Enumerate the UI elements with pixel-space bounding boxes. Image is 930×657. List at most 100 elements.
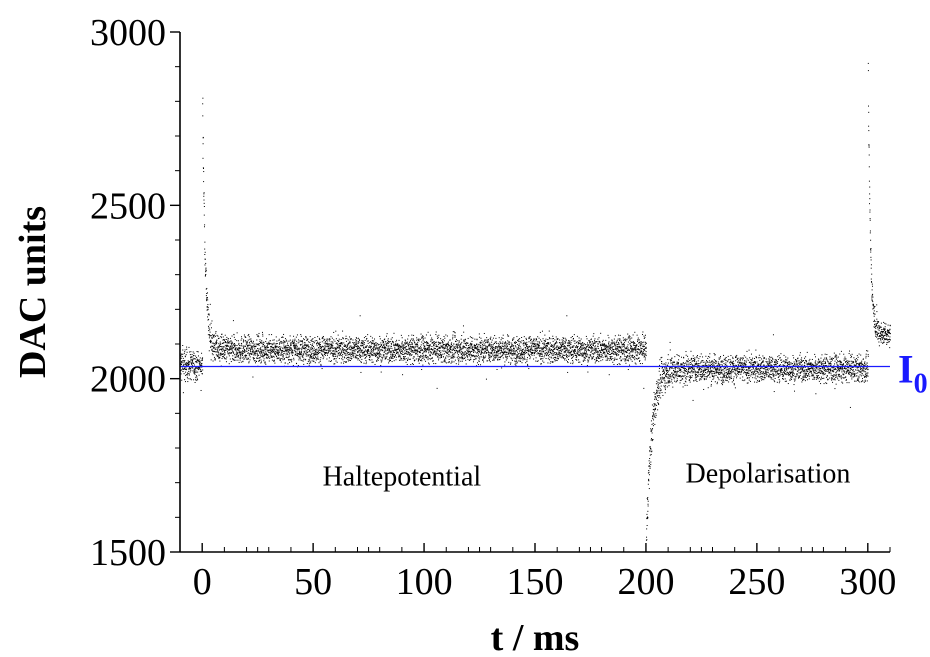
data-point [498, 337, 500, 339]
data-point [262, 344, 264, 346]
data-point [606, 350, 608, 352]
data-point [317, 350, 319, 352]
data-point [583, 352, 585, 354]
data-point [315, 357, 317, 359]
data-point [613, 359, 615, 361]
data-point [262, 333, 264, 335]
data-point [636, 344, 638, 346]
data-point [504, 345, 506, 347]
data-point [428, 362, 430, 364]
data-point [356, 354, 358, 356]
data-point [583, 356, 585, 358]
data-point [606, 345, 608, 347]
data-point [517, 353, 519, 355]
data-point [298, 348, 300, 350]
data-point [635, 358, 637, 360]
data-point [440, 361, 442, 363]
data-point [589, 347, 591, 349]
data-point [312, 350, 314, 352]
data-point [495, 341, 497, 343]
data-point [427, 349, 429, 351]
data-point [455, 340, 457, 342]
data-point [180, 357, 182, 359]
data-point [293, 359, 295, 361]
data-point [214, 334, 216, 336]
data-point [427, 343, 429, 345]
data-point [560, 344, 562, 346]
data-point [390, 354, 392, 356]
data-point [269, 354, 271, 356]
data-point [304, 342, 306, 344]
data-point [580, 346, 582, 348]
data-point [475, 347, 477, 349]
data-point [329, 353, 331, 355]
data-point [586, 364, 588, 366]
data-point [391, 356, 393, 358]
data-point [261, 349, 263, 351]
data-point [193, 362, 195, 364]
data-point [213, 347, 215, 349]
data-point [286, 340, 288, 342]
data-point [349, 352, 351, 354]
data-point [285, 345, 287, 347]
data-point [194, 372, 196, 374]
data-point [645, 347, 647, 349]
data-point [432, 339, 434, 341]
data-point [341, 347, 343, 349]
data-point [292, 355, 294, 357]
data-point [275, 356, 277, 358]
data-point [390, 338, 392, 340]
data-point [553, 356, 555, 358]
data-point [487, 348, 489, 350]
data-point [644, 341, 646, 343]
data-point [430, 358, 432, 360]
data-point [263, 355, 265, 357]
data-point [620, 340, 622, 342]
data-point [605, 356, 607, 358]
data-point [398, 344, 400, 346]
data-point [190, 379, 192, 381]
data-point [337, 340, 339, 342]
data-point [227, 352, 229, 354]
data-point [395, 356, 397, 358]
data-point [460, 360, 462, 362]
data-point [320, 349, 322, 351]
data-point [310, 362, 312, 364]
data-point [343, 361, 345, 363]
data-point [560, 347, 562, 349]
data-point [302, 360, 304, 362]
data-point [247, 334, 249, 336]
data-point [229, 348, 231, 350]
data-point [303, 339, 305, 341]
data-point [224, 338, 226, 340]
data-point [502, 357, 504, 359]
data-point [363, 362, 365, 364]
data-point [519, 356, 521, 358]
data-point [271, 356, 273, 358]
data-point [355, 346, 357, 348]
data-point [424, 349, 426, 351]
data-point [223, 340, 225, 342]
data-point [673, 376, 675, 378]
data-point [489, 357, 491, 359]
data-point [555, 342, 557, 344]
data-point [383, 339, 385, 341]
data-point [494, 348, 496, 350]
data-point [525, 344, 527, 346]
data-point [562, 340, 564, 342]
data-point [223, 356, 225, 358]
data-point [296, 334, 298, 336]
data-point [493, 352, 495, 354]
data-point [581, 347, 583, 349]
data-point [478, 360, 480, 362]
data-point [481, 349, 483, 351]
data-point [348, 354, 350, 356]
data-point [493, 342, 495, 344]
data-point [225, 341, 227, 343]
data-point [250, 353, 252, 355]
data-point [475, 365, 477, 367]
data-point [442, 361, 444, 363]
data-point [677, 375, 679, 377]
data-point [384, 358, 386, 360]
data-point [652, 418, 654, 420]
